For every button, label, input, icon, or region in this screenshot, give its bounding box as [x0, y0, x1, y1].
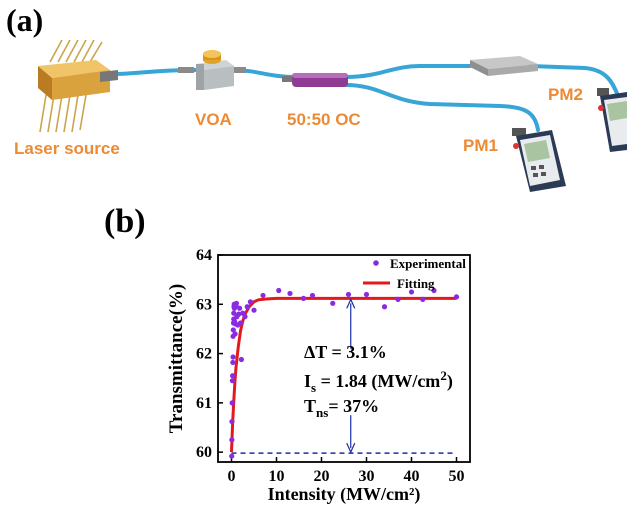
voa-device [178, 50, 246, 90]
y-axis-label: Transmittance(%) [166, 284, 187, 434]
data-point [230, 359, 236, 366]
x-axis-label: Intensity (MW/cm²) [268, 484, 421, 505]
data-point [230, 373, 236, 379]
coupler-device [282, 73, 348, 87]
coupler-label: 50:50 OC [287, 110, 361, 129]
laser-pins-bottom [39, 94, 87, 133]
data-point [232, 331, 238, 337]
data-point [229, 437, 235, 443]
fiber-oc-upper [344, 64, 472, 79]
data-point [260, 292, 266, 299]
data-point [229, 453, 235, 459]
panel-b-label: (b) [104, 203, 146, 240]
data-point [276, 287, 282, 294]
y-tick-label: 64 [196, 247, 212, 264]
is-annotation-part: = 1.84 (MW/cm [316, 371, 440, 392]
data-point [229, 378, 235, 384]
plot-frame [217, 254, 471, 463]
legend-experimental-marker [373, 260, 379, 266]
is-annotation-part: ) [447, 371, 453, 392]
delta-arrowhead-down [346, 442, 356, 454]
data-point [287, 290, 293, 297]
data-point [395, 296, 401, 302]
data-point [420, 296, 426, 302]
data-point [229, 418, 235, 425]
tns-annotation-part: T [304, 396, 316, 416]
panel-a-label: (a) [6, 2, 44, 38]
voa-label: VOA [195, 110, 232, 129]
pm2-meter [597, 88, 627, 152]
data-point [453, 294, 460, 300]
data-point [238, 356, 244, 363]
data-point [300, 295, 307, 301]
data-point [242, 314, 248, 320]
y-tick-label: 62 [196, 346, 212, 363]
setup-diagram [38, 39, 627, 192]
laser-pins-top [49, 39, 103, 63]
tns-annotation: Tns= 37% [304, 396, 379, 420]
sample-slab [470, 56, 538, 76]
data-point [231, 310, 237, 316]
pm1-label: PM1 [463, 136, 498, 155]
data-point [381, 304, 388, 310]
plot-border [217, 254, 471, 463]
tns-annotation-part: = 37% [328, 396, 379, 416]
chart-annotations: ΔT = 3.1%Is = 1.84 (MW/cm2)Tns= 37% [304, 342, 453, 420]
tns-annotation-part: ns [316, 405, 328, 420]
data-point [230, 327, 236, 333]
legend-fitting-label: Fitting [397, 276, 435, 291]
data-point [247, 299, 253, 305]
data-point [236, 311, 242, 317]
x-tick-label: 20 [314, 468, 330, 485]
y-tick-label: 61 [196, 395, 212, 412]
x-tick-label: 30 [359, 468, 375, 485]
x-tick-label: 10 [269, 468, 285, 485]
pm1-meter [512, 128, 566, 192]
data-point [408, 289, 415, 295]
data-point [251, 307, 257, 313]
delta-arrowhead-up [346, 297, 356, 309]
saturation-intensity-annotation: Is = 1.84 (MW/cm2) [304, 368, 453, 395]
delta-t-annotation: ΔT = 3.1% [304, 342, 387, 362]
data-point [330, 300, 336, 306]
x-tick-label: 0 [228, 468, 236, 485]
x-tick-label: 50 [449, 468, 465, 485]
chart-marks [229, 287, 460, 459]
data-point [345, 291, 352, 298]
data-point [237, 320, 244, 326]
data-point [244, 304, 250, 310]
laser-source-device [38, 39, 118, 133]
data-point [363, 291, 370, 298]
y-tick-label: 63 [196, 296, 212, 313]
x-tick-label: 40 [404, 468, 420, 485]
legend-experimental-label: Experimental [390, 256, 466, 271]
data-point [229, 400, 235, 406]
fiber-to-pm1 [344, 83, 540, 132]
data-point [230, 354, 236, 360]
is-annotation-part: 2 [440, 368, 447, 383]
data-point [309, 292, 316, 299]
data-point [431, 287, 437, 294]
axis-ticks: 0 10 20 30 40 50 60 61 62 63 64 Intensity (MW/cm²) T… [166, 247, 465, 505]
chart-legend: Experimental Fitting [363, 256, 466, 291]
laser-source-label: Laser source [14, 139, 120, 158]
data-point [237, 305, 243, 311]
is-annotation-part: s [311, 380, 316, 395]
fiber-to-pm2 [528, 64, 620, 98]
y-tick-label: 60 [196, 444, 212, 461]
is-annotation-part: I [304, 371, 311, 391]
data-point [233, 300, 240, 306]
pm2-label: PM2 [548, 85, 583, 104]
